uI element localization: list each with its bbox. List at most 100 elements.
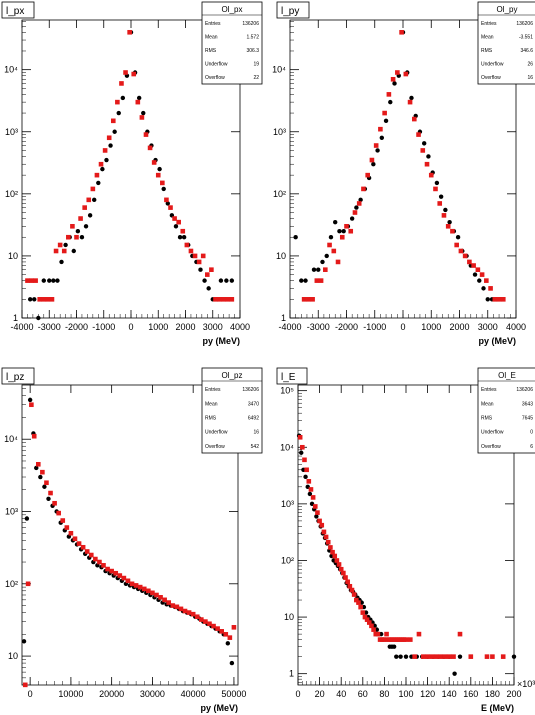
data-point-red — [315, 510, 320, 515]
stats-value: 3470 — [248, 401, 259, 407]
y-tick-label: 1 — [281, 313, 286, 323]
x-tick-label: -3000 — [38, 322, 61, 332]
data-point-black — [75, 229, 81, 234]
data-point-black — [36, 315, 41, 321]
data-point-red — [304, 467, 309, 473]
y-tick-label: 10³ — [5, 507, 18, 517]
data-point-red — [223, 632, 229, 637]
stats-label: Mean — [481, 34, 494, 40]
data-point-black — [477, 278, 482, 283]
data-point-black — [59, 259, 64, 265]
stats-label: RMS — [481, 416, 493, 422]
data-point-red — [215, 626, 220, 631]
data-point-red — [146, 588, 151, 594]
data-point-black — [409, 95, 414, 101]
stats-label: Entries — [481, 387, 497, 393]
data-point-red — [154, 592, 159, 598]
data-point-red — [500, 297, 506, 302]
x-tick-label: 3000 — [203, 322, 223, 332]
data-point-red — [445, 223, 451, 229]
data-point-red — [395, 70, 400, 75]
x-tick-label: 1000 — [421, 322, 441, 332]
stats-box — [201, 1, 263, 85]
stats-value: 136206 — [516, 387, 533, 393]
data-point-red — [438, 654, 443, 659]
data-point-red — [207, 621, 212, 627]
y-tick-label: 10⁴ — [280, 442, 294, 452]
data-point-black — [394, 654, 399, 659]
stats-label: Underflow — [205, 62, 228, 68]
data-point-black — [293, 235, 298, 240]
data-point-black — [71, 248, 76, 254]
data-point-red — [199, 617, 204, 622]
data-point-red — [174, 604, 180, 610]
y-tick-label: 10 — [276, 251, 286, 261]
data-point-black — [337, 229, 342, 234]
data-point-black — [299, 450, 304, 455]
x-axis-title: py (MeV) — [478, 336, 516, 346]
data-point-red — [78, 216, 83, 221]
data-point-red — [319, 522, 325, 528]
data-point-red — [48, 490, 53, 496]
data-point-black — [41, 278, 46, 283]
data-point-red — [194, 614, 200, 620]
data-point-red — [328, 545, 333, 550]
data-point-black — [42, 484, 47, 489]
stats-label: Entries — [205, 21, 221, 27]
data-point-black — [371, 162, 376, 167]
data-point-black — [303, 474, 308, 480]
data-point-red — [462, 253, 468, 259]
data-point-red — [61, 248, 67, 254]
data-point-red — [437, 201, 443, 206]
data-point-red — [168, 205, 173, 210]
data-point-black — [55, 278, 60, 283]
x-tick-label: 120 — [420, 689, 435, 699]
stats-label: Underflow — [205, 430, 228, 436]
data-point-black — [229, 278, 235, 283]
data-point-red — [317, 518, 322, 524]
data-point-red — [49, 297, 55, 302]
stats-value: 22 — [253, 75, 259, 81]
y-tick-label: 10 — [284, 612, 294, 622]
data-point-red — [172, 216, 177, 221]
data-point-red — [310, 297, 315, 302]
data-point-red — [479, 272, 485, 277]
data-point-red — [102, 148, 108, 153]
data-point-red — [29, 402, 34, 408]
x-tick-label: 3000 — [478, 322, 498, 332]
data-point-red — [424, 161, 430, 167]
stats-label: Overflow — [481, 444, 501, 450]
stats-value: 136206 — [242, 387, 259, 393]
data-point-red — [382, 110, 387, 116]
data-point-red — [468, 654, 474, 659]
y-tick-label: 10⁴ — [4, 434, 18, 444]
data-point-black — [438, 194, 444, 199]
data-point-red — [182, 608, 188, 614]
stats-label: Overflow — [481, 75, 501, 81]
stats-label: RMS — [481, 48, 493, 54]
data-point-red — [442, 654, 448, 659]
data-point-red — [221, 297, 226, 302]
data-point-black — [358, 197, 363, 203]
data-point-red — [433, 654, 439, 659]
title-box — [276, 1, 310, 19]
y-tick-label: 1 — [13, 313, 18, 323]
data-point-black — [403, 654, 409, 659]
data-point-black — [229, 660, 235, 666]
data-point-black — [472, 272, 478, 277]
stats-label: Mean — [481, 401, 494, 407]
data-point-black — [177, 235, 183, 240]
data-point-red — [94, 172, 100, 178]
data-point-red — [25, 278, 30, 283]
y-tick-label: 10³ — [5, 127, 18, 137]
data-point-black — [443, 207, 448, 213]
data-point-red — [484, 654, 490, 659]
stats-label: Underflow — [481, 62, 504, 68]
data-point-red — [29, 278, 34, 283]
data-point-black — [27, 297, 33, 302]
data-point-red — [339, 234, 345, 240]
x-tick-label: 160 — [463, 689, 478, 699]
x-tick-label: 140 — [442, 689, 457, 699]
y-tick-label: 10 — [8, 251, 18, 261]
data-point-red — [115, 99, 120, 105]
